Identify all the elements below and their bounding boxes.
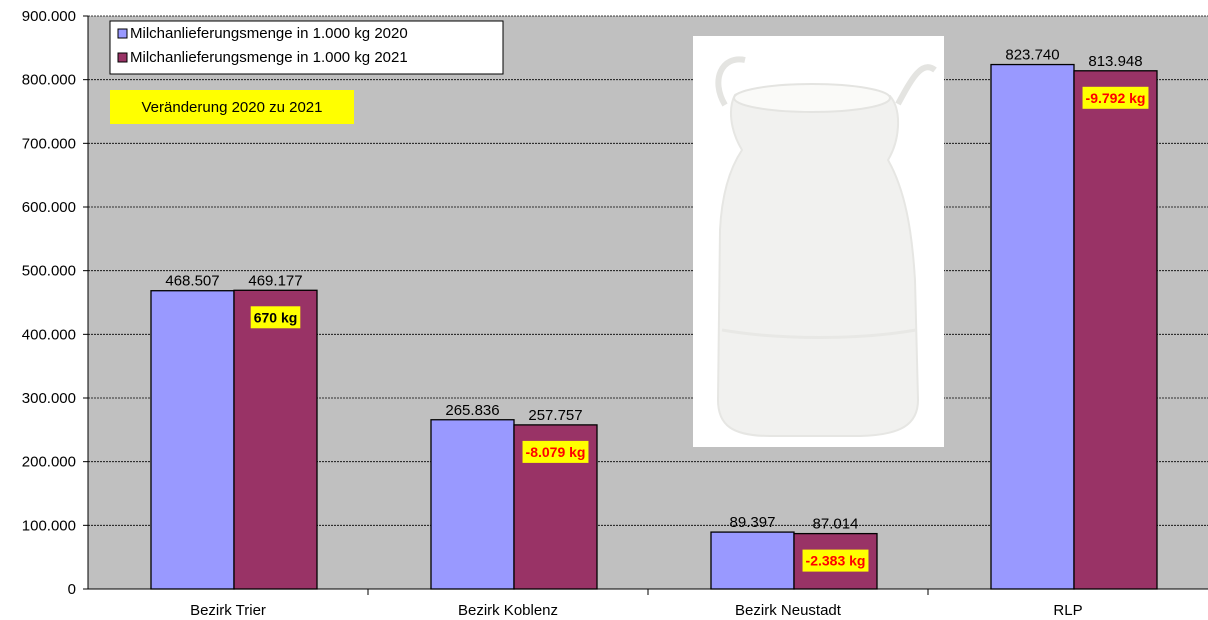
y-tick-label: 700.000 xyxy=(22,135,76,152)
y-tick-label: 100.000 xyxy=(22,517,76,534)
change-label-highlight xyxy=(1082,86,1149,109)
y-tick-label: 900.000 xyxy=(22,8,76,25)
change-label: -9.792 kg xyxy=(1086,90,1146,106)
legend-entry: Milchanlieferungsmenge in 1.000 kg 2021 xyxy=(130,49,408,66)
bar-2021-0 xyxy=(233,289,318,590)
bar-value-label: 469.177 xyxy=(248,272,302,289)
legend-swatch xyxy=(117,28,128,39)
annotation-text: Veränderung 2020 zu 2021 xyxy=(142,99,323,116)
y-tick-label: 800.000 xyxy=(22,72,76,89)
bar-value-label: 87.014 xyxy=(813,516,859,533)
milk-can-ridge xyxy=(721,328,917,339)
change-label: 670 kg xyxy=(254,309,298,325)
change-label-highlight xyxy=(802,549,869,572)
y-tick-label: 400.000 xyxy=(22,326,76,343)
change-label: -2.383 kg xyxy=(806,553,866,569)
bar-value-label: 823.740 xyxy=(1005,47,1059,64)
bar-value-label: 89.397 xyxy=(730,514,776,531)
milk-can-body xyxy=(716,88,920,437)
y-tick-label: 200.000 xyxy=(22,454,76,471)
bar-2020-3 xyxy=(990,63,1075,590)
y-tick-label: 500.000 xyxy=(22,263,76,280)
legend-entry: Milchanlieferungsmenge in 1.000 kg 2020 xyxy=(130,25,408,42)
milk-can-rim xyxy=(733,83,891,113)
bar-value-label: 257.757 xyxy=(528,407,582,424)
bar-2021-3 xyxy=(1073,70,1158,590)
axes: 0 100.000 200.000 300.000 400.000 500.000 600.… xyxy=(22,8,1208,619)
annotation-box xyxy=(110,90,354,124)
change-label-highlight xyxy=(250,306,301,329)
change-annotation: Veränderung 2020 zu 2021 xyxy=(110,90,354,124)
bar-value-label: 265.836 xyxy=(445,402,499,419)
bar-value-label: 468.507 xyxy=(165,273,219,290)
bar-value-label: 813.948 xyxy=(1088,53,1142,70)
y-tick-label: 600.000 xyxy=(22,199,76,216)
milk-can-image xyxy=(693,36,944,447)
y-tick-label: 0 xyxy=(68,581,76,598)
category-label: Bezirk Trier xyxy=(190,602,266,619)
bars: 468.507 469.177 670 kg 265.836 257.757 -8.079… xyxy=(150,47,1158,590)
legend-swatch xyxy=(117,52,128,63)
milk-can-handles xyxy=(715,56,937,107)
category-label: RLP xyxy=(1053,602,1082,619)
legend-box xyxy=(109,20,504,75)
bar-2020-1 xyxy=(430,419,515,590)
legend: Milchanlieferungsmenge in 1.000 kg 2020 M… xyxy=(109,20,504,75)
change-label-highlight xyxy=(522,440,589,463)
category-label: Bezirk Koblenz xyxy=(458,602,558,619)
category-label: Bezirk Neustadt xyxy=(735,602,842,619)
bar-2020-2 xyxy=(710,531,795,590)
y-tick-label: 300.000 xyxy=(22,390,76,407)
change-label: -8.079 kg xyxy=(526,444,586,460)
bar-2020-0 xyxy=(150,290,235,590)
